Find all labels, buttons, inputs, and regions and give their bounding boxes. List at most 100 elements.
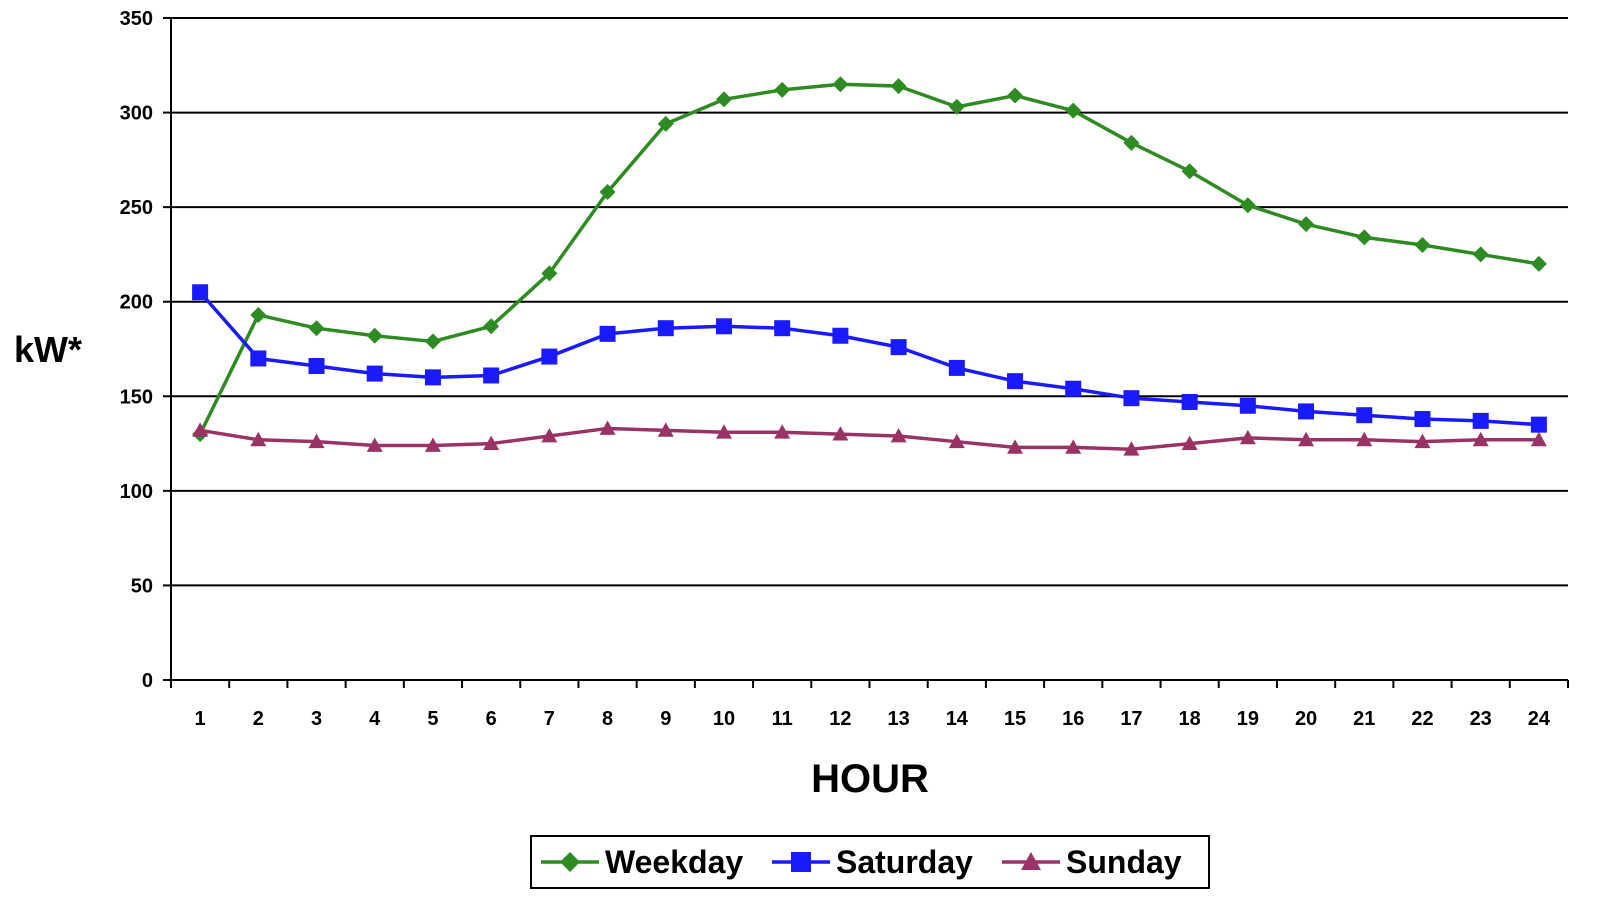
x-tick-label: 19: [1237, 708, 1259, 730]
weekday-point: [1065, 102, 1082, 119]
sunday-point: [308, 433, 325, 449]
weekday-point: [1123, 134, 1140, 151]
axes: [163, 17, 1569, 688]
weekday-point: [1356, 229, 1373, 246]
x-tick-label: 3: [311, 708, 322, 730]
y-tick-label: 0: [142, 670, 153, 692]
saturday-point: [424, 369, 441, 386]
x-tick-label: 17: [1120, 708, 1142, 730]
saturday-point: [1007, 373, 1024, 390]
saturday-point: [1181, 393, 1198, 410]
saturday-point: [1414, 410, 1431, 427]
weekday-point: [715, 91, 732, 108]
weekday-point: [366, 327, 383, 344]
x-tick-label: 5: [427, 708, 438, 730]
weekday-point: [1414, 236, 1431, 253]
legend-label-sunday: Sunday: [1066, 844, 1182, 880]
x-tick-label: 11: [772, 708, 793, 730]
saturday-point: [832, 327, 849, 344]
sunday-point: [948, 433, 965, 449]
sunday-point: [599, 420, 616, 435]
weekday-point: [1472, 246, 1489, 263]
weekday-point: [774, 81, 791, 98]
sunday-point: [715, 424, 732, 439]
saturday-point: [250, 350, 267, 367]
x-tick-label: 18: [1179, 708, 1201, 730]
saturday-point: [192, 284, 209, 301]
x-tick-label: 4: [369, 708, 381, 730]
saturday-point: [483, 367, 500, 384]
x-tick-label: 10: [713, 708, 735, 730]
sunday-point: [890, 428, 907, 443]
y-tick-label: 200: [120, 292, 153, 314]
saturday-point: [1472, 412, 1489, 429]
y-tick-label: 350: [120, 8, 153, 30]
weekday-series-line: [198, 82, 1540, 435]
legend-marker-sunday: [1021, 852, 1041, 870]
series-lines: [192, 76, 1547, 456]
y-tick-label: 50: [131, 575, 153, 597]
x-tick-label: 6: [486, 708, 497, 730]
sunday-point: [832, 426, 849, 441]
x-tick-label: 16: [1062, 708, 1084, 730]
weekday-point: [832, 76, 849, 93]
weekday-point: [308, 320, 325, 337]
legend-box: [530, 835, 1210, 889]
x-axis-title: HOUR: [811, 757, 929, 801]
y-tick-label: 300: [120, 103, 153, 125]
saturday-point: [774, 320, 791, 337]
x-tick-label: 24: [1528, 708, 1551, 730]
y-axis-title: kW*: [14, 329, 82, 370]
weekday-point: [1181, 163, 1198, 180]
sunday-point: [250, 431, 267, 447]
x-tick-label: 12: [829, 708, 851, 730]
weekday-point: [657, 115, 674, 132]
weekday-point: [541, 265, 558, 282]
saturday-point: [1065, 380, 1082, 397]
legend-label-saturday: Saturday: [836, 844, 973, 880]
sunday-point: [541, 428, 558, 443]
y-tick-label: 150: [120, 386, 153, 408]
weekday-point: [250, 306, 267, 323]
x-tick-label: 8: [602, 708, 613, 730]
x-tick-label: 14: [946, 708, 969, 730]
weekday-point: [948, 98, 965, 115]
sunday-point: [483, 435, 500, 450]
saturday-point: [1239, 397, 1256, 414]
x-tick-label: 7: [544, 708, 555, 730]
legend-label-weekday: Weekday: [605, 844, 743, 880]
sunday-point: [424, 437, 441, 452]
weekday-point: [1239, 197, 1256, 214]
sunday-point: [1472, 431, 1489, 447]
saturday-point: [657, 320, 674, 337]
weekday-point: [483, 318, 500, 335]
x-tick-label: 1: [195, 708, 206, 730]
weekday-point: [424, 333, 441, 350]
sunday-point: [657, 422, 674, 437]
y-tick-label: 250: [120, 197, 153, 219]
sunday-point: [774, 424, 791, 439]
saturday-series-line: [198, 291, 1540, 427]
sunday-point: [1356, 431, 1373, 447]
x-tick-label: 20: [1295, 708, 1317, 730]
x-tick-label: 21: [1353, 708, 1375, 730]
x-tick-label: 13: [887, 708, 909, 730]
sunday-point: [192, 422, 209, 437]
sunday-point: [366, 437, 383, 452]
saturday-point: [948, 359, 965, 376]
sunday-point: [1414, 433, 1431, 449]
sunday-point: [1239, 429, 1256, 445]
weekday-point: [890, 78, 907, 95]
legend-marker-saturday: [791, 852, 811, 872]
sunday-point: [1530, 431, 1547, 447]
saturday-point: [599, 325, 616, 342]
saturday-point: [1356, 407, 1373, 424]
sunday-point: [1123, 441, 1140, 456]
saturday-point: [308, 358, 325, 375]
saturday-point: [890, 339, 907, 356]
weekday-point: [1298, 216, 1315, 233]
y-tick-label: 100: [120, 481, 153, 503]
saturday-point: [715, 318, 732, 335]
